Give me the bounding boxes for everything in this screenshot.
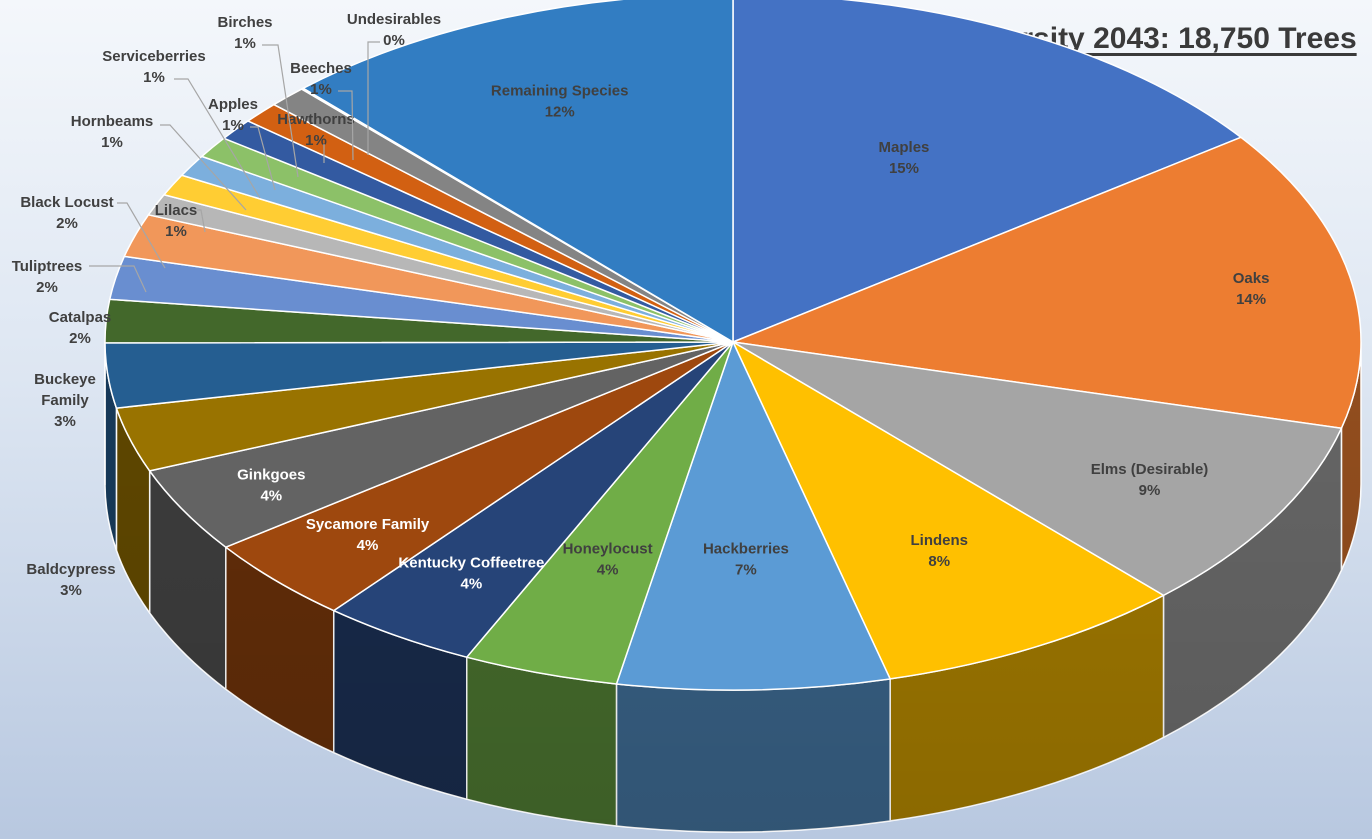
leader-line-birches — [262, 44, 299, 178]
leader-line-hornbeams — [160, 124, 247, 211]
category-label-elms-desirable: Elms (Desirable) — [1091, 461, 1209, 478]
category-label-apples: Apples — [208, 96, 258, 113]
value-label-ginkgoes: 4% — [260, 487, 282, 504]
value-label-hornbeams: 1% — [101, 134, 123, 151]
value-label-oaks: 14% — [1236, 291, 1266, 308]
value-label-beeches: 1% — [310, 81, 332, 98]
category-label-lindens: Lindens — [911, 532, 969, 549]
leader-lines — [89, 41, 380, 293]
slice-maples — [732, 0, 1242, 343]
value-label-black-locust: 2% — [56, 215, 78, 232]
category-label-remaining-species: Remaining Species — [491, 82, 629, 99]
leader-line-lilacs — [197, 209, 206, 233]
category-label-lilacs: Lilacs — [155, 202, 198, 219]
category-label-hawthorns: Hawthorns — [277, 111, 355, 128]
value-label-sycamore-family: 4% — [357, 537, 379, 554]
value-label-tuliptrees: 2% — [36, 279, 58, 296]
category-label-hornbeams: Hornbeams — [71, 113, 154, 130]
category-label-baldcypress: Baldcypress — [26, 561, 115, 578]
category-label-black-locust: Black Locust — [20, 194, 113, 211]
value-label-honeylocust: 4% — [597, 561, 619, 578]
leader-line-apples — [250, 126, 276, 191]
pie-slices — [104, 0, 1362, 691]
category-label-kentucky-coffeetree: Kentucky Coffeetree — [398, 554, 544, 571]
slice-lindens — [732, 341, 1165, 680]
value-label-serviceberries: 1% — [143, 69, 165, 86]
category-label-beeches: Beeches — [290, 60, 352, 77]
category-label-oaks: Oaks — [1233, 270, 1270, 287]
value-label-buckeye-family: 3% — [54, 413, 76, 430]
value-label-lindens: 8% — [928, 553, 950, 570]
slice-hackberries — [615, 341, 891, 691]
leader-line-serviceberries — [174, 78, 261, 199]
slice-elms-desirable — [732, 341, 1343, 597]
category-label-tuliptrees: Tuliptrees — [12, 258, 83, 275]
leader-line-undesirables — [367, 41, 380, 155]
category-label-undesirables: Undesirables — [347, 11, 441, 28]
value-label-baldcypress: 3% — [60, 582, 82, 599]
leader-line-black-locust — [117, 202, 166, 269]
category-label-serviceberries: Serviceberries — [102, 48, 205, 65]
value-label-elms-desirable: 9% — [1139, 482, 1161, 499]
value-label-birches: 1% — [234, 35, 256, 52]
category-label-honeylocust: Honeylocust — [563, 540, 653, 557]
value-label-catalpas: 2% — [69, 330, 91, 347]
side-shading — [105, 342, 1361, 832]
leader-line-beeches — [338, 90, 354, 161]
slice-oaks — [732, 136, 1362, 429]
value-label-apples: 1% — [222, 117, 244, 134]
category-label-hackberries: Hackberries — [703, 541, 789, 558]
category-label-maples: Maples — [879, 139, 930, 156]
category-label-catalpas: Catalpas — [49, 309, 112, 326]
data-labels: Maples 15% Oaks 14% Elms (Desirable) 9% Linden… — [12, 11, 1270, 599]
value-label-hackberries: 7% — [735, 562, 757, 579]
pie-side-walls — [104, 341, 1362, 833]
value-label-undesirables: 0% — [383, 32, 405, 49]
value-label-maples: 15% — [889, 160, 919, 177]
category-label-sycamore-family: Sycamore Family — [306, 516, 430, 533]
slice-remaining-species — [302, 0, 734, 343]
value-label-hawthorns: 1% — [305, 132, 327, 149]
category-label-buckeye-family-line1: Buckeye — [34, 371, 96, 388]
category-label-birches: Birches — [217, 14, 272, 31]
value-label-kentucky-coffeetree: 4% — [461, 575, 483, 592]
value-label-remaining-species: 12% — [545, 103, 575, 120]
value-label-lilacs: 1% — [165, 223, 187, 240]
leader-line-tuliptrees — [89, 265, 147, 293]
category-label-buckeye-family-line2: Family — [41, 392, 89, 409]
category-label-ginkgoes: Ginkgoes — [237, 466, 305, 483]
